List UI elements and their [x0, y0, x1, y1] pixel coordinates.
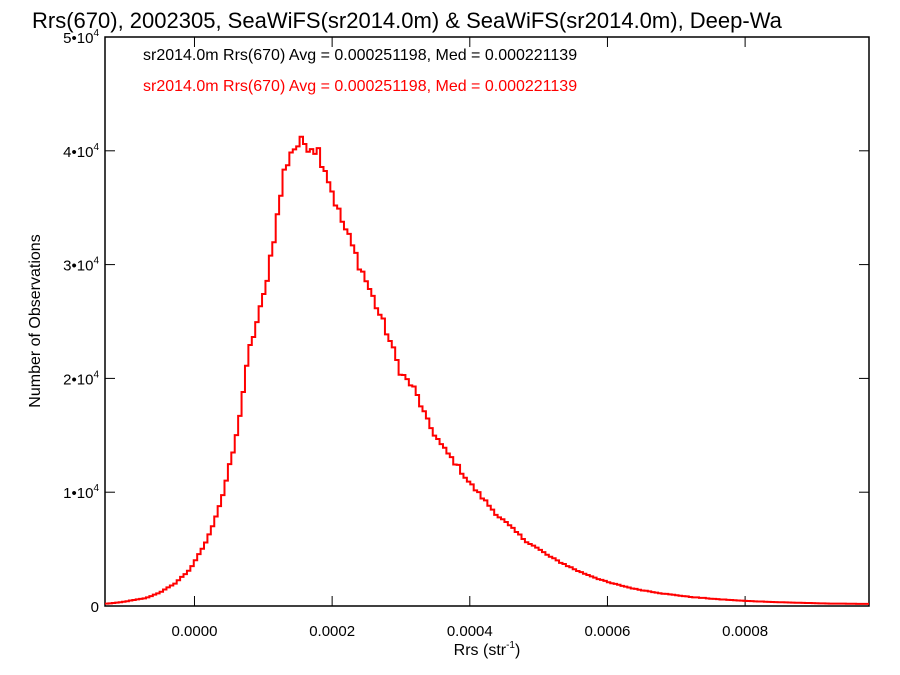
y-tick-label-base: 2•10: [63, 371, 93, 388]
x-axis-label-base: Rrs (str: [454, 642, 507, 659]
legend: sr2014.0m Rrs(670) Avg = 0.000251198, Me…: [143, 47, 577, 95]
x-tick-label: 0.0004: [447, 623, 493, 640]
y-tick-label: 3•104: [63, 256, 99, 275]
y-tick-label-base: 1•10: [63, 485, 93, 502]
y-tick-label: 2•104: [63, 369, 99, 388]
y-tick-label: 4•104: [63, 142, 99, 161]
y-tick-label-base: 4•10: [63, 144, 93, 161]
y-tick-label: 0: [91, 599, 99, 616]
y-tick-label-sup: 4: [93, 142, 99, 153]
x-axis-label: Rrs (str-1): [454, 640, 521, 659]
y-tick-label-base: 0: [91, 599, 99, 616]
x-axis-label-suffix: ): [515, 642, 520, 659]
y-tick-label-base: 5•10: [63, 30, 93, 47]
x-tick-label: 0.0000: [172, 623, 218, 640]
y-tick-label-sup: 4: [93, 483, 99, 494]
y-tick-label-sup: 4: [93, 369, 99, 380]
chart-title: Rrs(670), 2002305, SeaWiFS(sr2014.0m) & …: [32, 8, 783, 33]
y-tick-label-sup: 4: [93, 28, 99, 39]
x-tick-label: 0.0006: [585, 623, 631, 640]
y-tick-label: 1•104: [63, 483, 99, 502]
y-tick-label: 5•104: [63, 28, 99, 47]
series-line-sr2014-rrs670: [105, 135, 869, 605]
y-axis-label: Number of Observations: [27, 234, 44, 407]
x-tick-label: 0.0002: [309, 623, 355, 640]
x-axis-ticks: 0.0000 0.0002 0.0004 0.0006 0.0008: [172, 37, 768, 640]
plot-frame: [104, 36, 870, 607]
x-tick-label: 0.0008: [722, 623, 768, 640]
legend-entry: sr2014.0m Rrs(670) Avg = 0.000251198, Me…: [143, 47, 577, 64]
x-axis-label-sup: -1: [506, 640, 515, 651]
legend-entry: sr2014.0m Rrs(670) Avg = 0.000251198, Me…: [143, 78, 577, 95]
y-tick-label-sup: 4: [93, 256, 99, 267]
y-tick-label-base: 3•10: [63, 258, 93, 275]
